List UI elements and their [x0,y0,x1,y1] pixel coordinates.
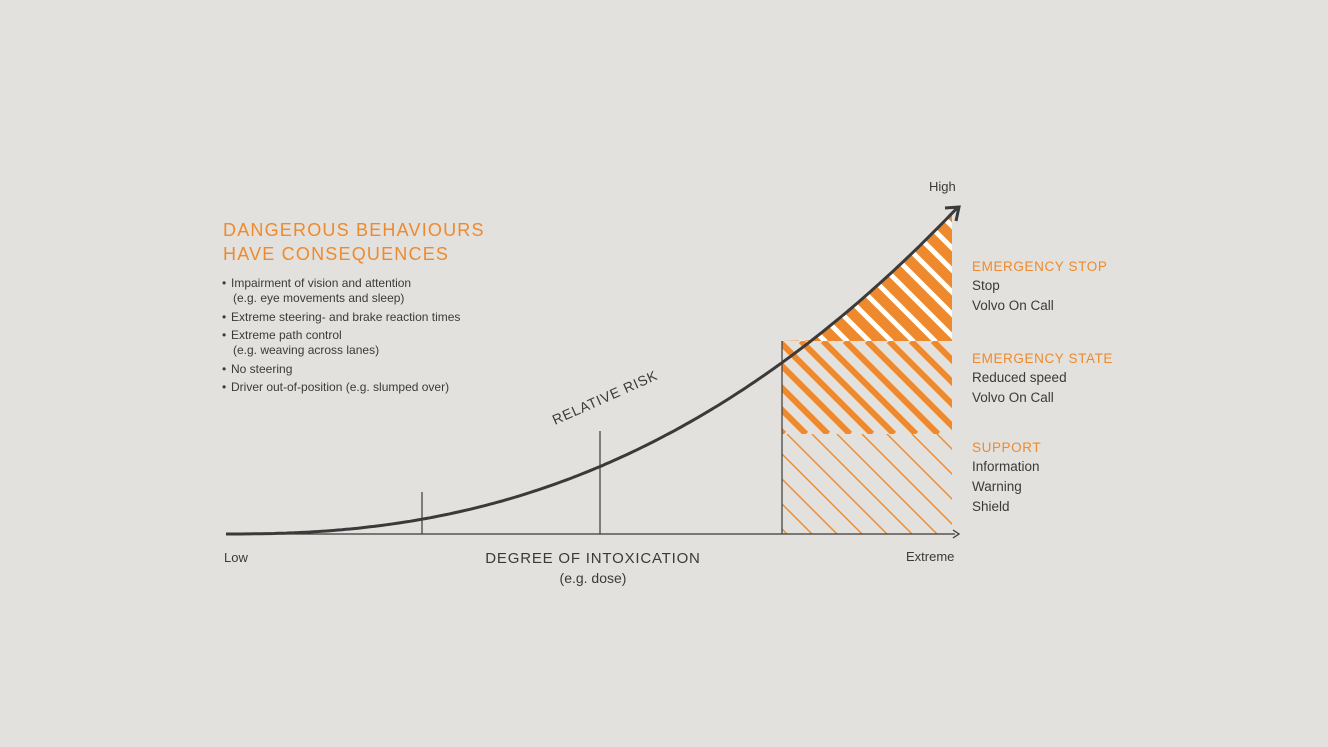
hatch-stripe [842,341,941,434]
hatch-stripe [930,341,952,365]
hatch-stripe [782,341,875,434]
page-heading: DANGEROUS BEHAVIOURS HAVE CONSEQUENCES [223,218,485,266]
tier-item: Shield [972,499,1010,514]
behaviour-list: Impairment of vision and attention (e.g.… [222,276,460,399]
hatch-stripe [782,427,787,434]
hatch-stripe [782,213,784,341]
hatch-stripe [618,200,760,342]
tier-item: Reduced speed [972,370,1067,385]
list-item-text: Extreme steering- and brake reaction tim… [231,309,461,324]
x-axis-arrow-icon [952,529,961,539]
tier-item: Volvo On Call [972,298,1054,313]
hatch-stripe [836,434,938,534]
hatch-stripe [782,213,894,341]
hatch-stripe [782,213,828,341]
list-item-text: Extreme path control [231,328,342,342]
hatch-stripe [798,341,897,434]
list-item-subtext: (e.g. eye movements and sleep) [233,291,405,305]
hatch-stripe [911,434,952,475]
list-item: Impairment of vision and attention (e.g.… [222,276,460,306]
tier-item: Stop [972,278,1000,293]
hatch-stripe [786,434,888,534]
hatch-stripe [782,213,872,341]
y-axis-high-label: High [929,179,956,194]
hatch-stripe [782,213,850,341]
hatch-stripe [782,478,838,534]
tier-support: SUPPORT Information Warning Shield [972,439,1041,517]
hatch-stripe [861,434,952,525]
curve-label: RELATIVE RISK [550,367,660,428]
emergency-state-zone [782,341,952,434]
heading-line-2: HAVE CONSEQUENCES [223,244,450,264]
hatch-stripe [782,361,853,434]
hatch-stripe [886,341,952,409]
hatch-stripe [924,213,952,341]
support-zone [662,434,952,534]
x-axis-subtitle: (e.g. dose) [559,570,627,586]
hatch-stripe [662,434,762,534]
list-item: No steering [222,362,460,377]
hatch-stripe [820,341,919,434]
tier-title: EMERGENCY STATE [972,351,1114,366]
tier-title: SUPPORT [972,440,1042,455]
hatch-stripe [782,528,788,534]
x-axis-high-label: Extreme [906,549,955,564]
heading-line-1: DANGEROUS BEHAVIOURS [223,220,485,240]
list-item-text: No steering [231,361,293,376]
tier-item: Information [972,459,1040,474]
x-axis-low-label: Low [224,550,248,565]
tier-item: Volvo On Call [972,390,1054,405]
curve-arrow-icon [944,205,961,222]
list-item: Extreme path control (e.g. weaving acros… [222,328,460,358]
hatch-stripe [782,405,809,434]
list-item-text: Impairment of vision and attention [231,276,412,290]
tier-title: EMERGENCY STOP [972,259,1108,274]
list-item: Driver out-of-position (e.g. slumped ove… [222,380,460,395]
list-item-text: Driver out-of-position (e.g. slumped ove… [231,380,450,394]
hatch-stripe [908,341,952,387]
x-axis-title: DEGREE OF INTOXICATION (e.g. dose) [440,549,746,587]
list-item: Extreme steering- and brake reaction tim… [222,310,460,325]
tier-emergency-state: EMERGENCY STATE Reduced speed Volvo On C… [972,350,1113,408]
tier-emergency-stop: EMERGENCY STOP Stop Volvo On Call [972,258,1107,316]
hatch-stripe [811,434,913,534]
hatch-stripe [782,503,813,534]
list-item-subtext: (e.g. weaving across lanes) [233,343,380,357]
hatch-stripe [886,434,952,500]
risk-curve [226,205,960,536]
hatch-stripe [782,453,863,534]
tier-item: Warning [972,479,1022,494]
hatch-stripe [782,383,831,434]
x-axis-title-text: DEGREE OF INTOXICATION [485,550,701,567]
hatch-stripe [864,341,952,431]
hatch-stripe [782,213,806,341]
